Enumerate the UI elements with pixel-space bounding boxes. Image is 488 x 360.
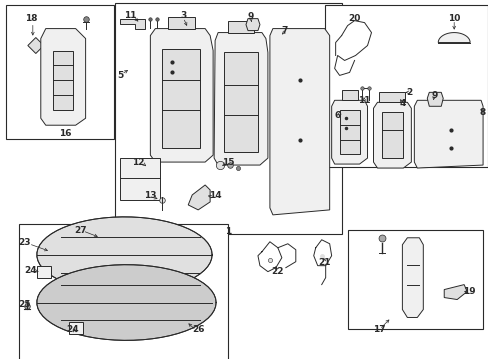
Polygon shape: [269, 28, 329, 215]
Polygon shape: [41, 28, 85, 125]
Polygon shape: [402, 238, 423, 318]
Text: 4: 4: [398, 99, 405, 108]
Text: 14: 14: [208, 192, 221, 201]
Bar: [347, 230, 482, 329]
Text: 7: 7: [281, 26, 287, 35]
Polygon shape: [382, 112, 403, 158]
Bar: [6, 5, 113, 139]
Text: 12: 12: [132, 158, 144, 167]
Polygon shape: [37, 266, 51, 278]
Text: 22: 22: [271, 267, 284, 276]
Text: 8: 8: [479, 108, 485, 117]
Polygon shape: [150, 28, 213, 162]
Polygon shape: [339, 110, 359, 154]
Polygon shape: [28, 37, 44, 54]
Polygon shape: [37, 265, 216, 340]
Polygon shape: [227, 21, 253, 32]
Text: 3: 3: [180, 11, 186, 20]
Text: 18: 18: [24, 14, 37, 23]
Text: 23: 23: [19, 238, 31, 247]
Bar: [19, 224, 227, 360]
Polygon shape: [168, 17, 195, 28]
Text: 24: 24: [66, 325, 79, 334]
Polygon shape: [373, 102, 410, 168]
Polygon shape: [341, 90, 357, 100]
Polygon shape: [413, 100, 482, 168]
Polygon shape: [245, 19, 260, 31]
Polygon shape: [120, 19, 145, 28]
Polygon shape: [37, 217, 212, 293]
Text: 2: 2: [406, 88, 412, 97]
Bar: [114, 3, 341, 234]
Text: 26: 26: [191, 325, 204, 334]
Text: 10: 10: [447, 14, 459, 23]
Polygon shape: [214, 32, 267, 165]
Text: 15: 15: [222, 158, 234, 167]
Polygon shape: [379, 92, 405, 102]
Text: 24: 24: [24, 266, 37, 275]
Polygon shape: [188, 185, 210, 210]
Polygon shape: [68, 323, 82, 334]
Text: 11: 11: [358, 96, 370, 105]
Text: 9: 9: [247, 12, 254, 21]
Text: 9: 9: [430, 91, 437, 100]
Polygon shape: [443, 285, 466, 300]
Polygon shape: [437, 33, 469, 42]
Polygon shape: [53, 50, 73, 110]
Bar: [324, 5, 487, 167]
Polygon shape: [120, 158, 160, 200]
Text: 21: 21: [318, 258, 330, 267]
Text: 13: 13: [144, 192, 156, 201]
Polygon shape: [162, 49, 200, 148]
Text: 1: 1: [224, 227, 231, 236]
Polygon shape: [427, 92, 442, 106]
Text: 5: 5: [117, 71, 123, 80]
Text: 27: 27: [74, 226, 87, 235]
Text: 11: 11: [124, 11, 137, 20]
Text: 20: 20: [347, 14, 360, 23]
Text: 6: 6: [334, 111, 340, 120]
Text: 17: 17: [372, 325, 385, 334]
Text: 16: 16: [60, 129, 72, 138]
Polygon shape: [224, 53, 258, 152]
Polygon shape: [331, 100, 367, 164]
Text: 19: 19: [462, 287, 474, 296]
Text: 25: 25: [19, 300, 31, 309]
